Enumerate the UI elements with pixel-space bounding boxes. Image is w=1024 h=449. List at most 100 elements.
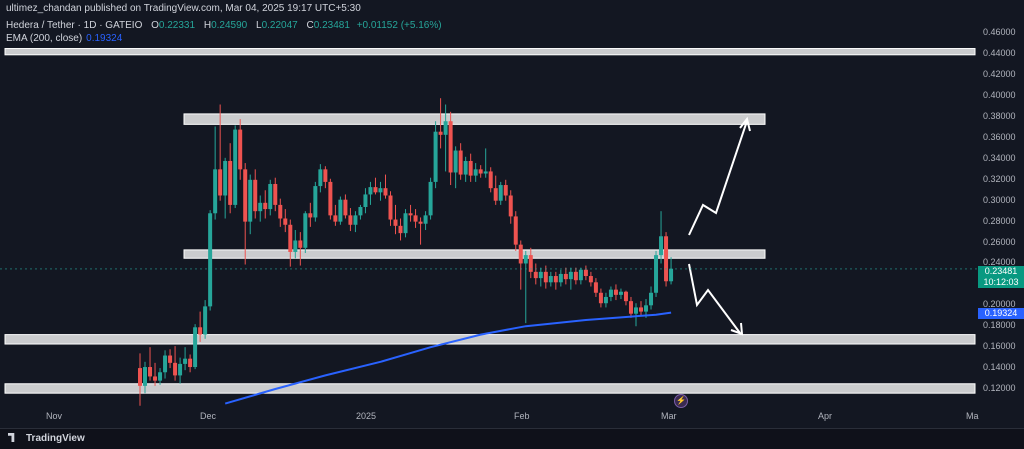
candle xyxy=(463,156,468,182)
candle xyxy=(558,269,563,287)
time-tick: Nov xyxy=(46,411,63,421)
price-tick: 0.44000 xyxy=(983,48,1016,59)
candle xyxy=(548,271,553,287)
candle xyxy=(328,178,333,220)
price-tick: 0.16000 xyxy=(983,341,1016,352)
candle xyxy=(163,350,168,379)
candle xyxy=(273,177,278,212)
candle xyxy=(483,148,488,178)
low-value: 0.22047 xyxy=(261,20,298,31)
candle xyxy=(258,195,263,222)
candle xyxy=(318,164,323,193)
candle xyxy=(288,219,293,267)
price-tick: 0.40000 xyxy=(983,90,1016,101)
candle xyxy=(438,98,443,149)
candle xyxy=(593,278,598,297)
candle xyxy=(323,166,328,189)
horizontal-zone[interactable] xyxy=(183,249,766,259)
candle xyxy=(378,181,383,201)
candle xyxy=(393,204,398,235)
candle xyxy=(158,368,163,385)
symbol-name[interactable]: Hedera / Tether · 1D · GATEIO xyxy=(6,20,143,31)
candle xyxy=(598,288,603,308)
candle xyxy=(403,209,408,238)
arrow-up xyxy=(688,116,751,236)
bar-countdown: 10:12:03 xyxy=(983,277,1019,287)
candle xyxy=(553,271,558,290)
time-tick: Ma xyxy=(966,411,979,421)
candle xyxy=(443,104,448,172)
candle xyxy=(664,232,669,287)
price-tick: 0.42000 xyxy=(983,69,1016,80)
candle xyxy=(418,217,423,245)
candle xyxy=(533,263,538,285)
symbol-legend: Hedera / Tether · 1D · GATEIO O0.22331 H… xyxy=(6,20,442,31)
candle xyxy=(313,181,318,222)
candle xyxy=(338,196,343,225)
candle xyxy=(633,303,638,327)
candle xyxy=(408,204,413,222)
candle xyxy=(659,211,664,264)
close-value: 0.23481 xyxy=(313,20,350,31)
candle xyxy=(388,191,393,226)
horizontal-zone[interactable] xyxy=(4,383,976,394)
candle xyxy=(168,349,173,369)
candle xyxy=(213,126,218,220)
candle xyxy=(413,209,418,228)
open-label: O xyxy=(151,20,159,31)
price-tick: 0.24000 xyxy=(983,257,1016,268)
candle xyxy=(473,163,478,182)
candle xyxy=(138,353,142,406)
candle xyxy=(568,267,573,290)
candle xyxy=(238,119,243,180)
price-tick: 0.36000 xyxy=(983,131,1016,142)
candle xyxy=(363,188,368,214)
time-tick: Apr xyxy=(818,411,833,421)
candle xyxy=(538,267,543,287)
horizontal-zone[interactable] xyxy=(183,113,766,125)
candle xyxy=(143,361,148,394)
candle xyxy=(503,179,508,201)
candle xyxy=(573,267,578,285)
candle xyxy=(488,167,493,193)
candle xyxy=(453,146,458,189)
ema-value: 0.19324 xyxy=(86,33,123,44)
candle xyxy=(373,177,378,195)
brand-name: TradingView xyxy=(26,433,85,444)
candle xyxy=(183,347,188,371)
lightning-event-icon[interactable]: ⚡ xyxy=(674,394,688,408)
price-tick: 0.34000 xyxy=(983,152,1016,163)
candle xyxy=(623,290,628,306)
price-chart[interactable] xyxy=(0,0,978,410)
tradingview-logo[interactable]: TradingView xyxy=(8,433,85,444)
current-price-label: 0.23481 10:12:03 xyxy=(978,266,1024,288)
candle xyxy=(358,204,363,220)
candle xyxy=(243,163,248,265)
publish-info: ultimez_chandan published on TradingView… xyxy=(6,3,361,14)
candle xyxy=(428,177,433,220)
candle xyxy=(193,324,198,370)
price-tick: 0.20000 xyxy=(983,299,1016,310)
candle xyxy=(198,311,203,342)
candle xyxy=(613,284,618,301)
candle xyxy=(203,300,208,339)
candle xyxy=(208,210,213,311)
horizontal-zone[interactable] xyxy=(4,334,976,345)
candle xyxy=(578,267,583,285)
time-tick: Dec xyxy=(200,411,217,421)
candle xyxy=(333,204,338,226)
candle xyxy=(458,143,463,180)
ema-legend[interactable]: EMA (200, close) 0.19324 xyxy=(6,33,122,44)
candle xyxy=(583,265,588,281)
candle xyxy=(348,208,353,232)
candle xyxy=(628,296,633,318)
candle xyxy=(649,286,654,310)
price-tick: 0.46000 xyxy=(983,27,1016,38)
horizontal-zone[interactable] xyxy=(4,48,976,56)
price-tick: 0.26000 xyxy=(983,236,1016,247)
candle xyxy=(253,169,258,219)
candle xyxy=(543,265,548,289)
candle xyxy=(618,288,623,300)
candle xyxy=(508,190,513,224)
candle xyxy=(563,267,568,285)
